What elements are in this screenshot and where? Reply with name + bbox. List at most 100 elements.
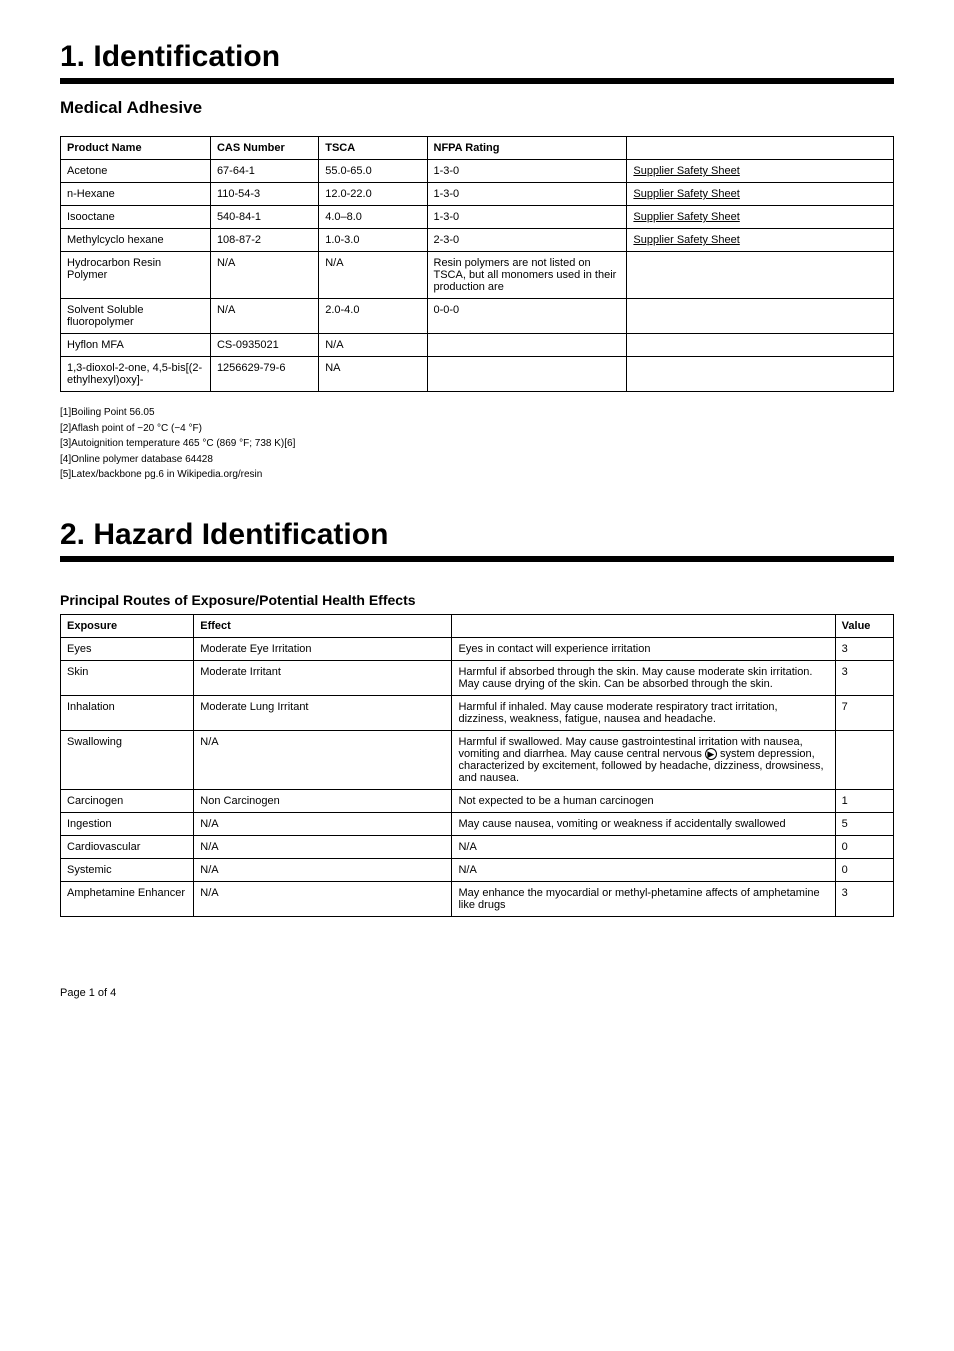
ingredients-table: Product Name CAS Number TSCA NFPA Rating… bbox=[60, 136, 894, 392]
table-cell: n-Hexane bbox=[61, 183, 211, 206]
supplier-safety-sheet-link[interactable]: Supplier Safety Sheet bbox=[633, 211, 739, 223]
table-cell: Amphetamine Enhancer bbox=[61, 881, 194, 916]
table-cell: Supplier Safety Sheet bbox=[627, 229, 894, 252]
table-cell: Isooctane bbox=[61, 206, 211, 229]
table-row: SwallowingN/AHarmful if swallowed. May c… bbox=[61, 730, 894, 789]
play-icon: ▶ bbox=[705, 748, 717, 760]
table-cell: N/A bbox=[319, 334, 427, 357]
table-cell: 2-3-0 bbox=[427, 229, 627, 252]
table-row: n-Hexane110-54-312.0-22.01-3-0Supplier S… bbox=[61, 183, 894, 206]
col-cas-number: CAS Number bbox=[210, 137, 318, 160]
table-cell: 1,3-dioxol-2-one, 4,5-bis[(2-ethylhexyl)… bbox=[61, 357, 211, 392]
table-row: Isooctane540-84-14.0–8.01-3-0 Supplier Sa… bbox=[61, 206, 894, 229]
section-1-heading: 1. Identification bbox=[60, 40, 894, 74]
col-tsca: TSCA bbox=[319, 137, 427, 160]
table-cell: Carcinogen bbox=[61, 789, 194, 812]
table-cell: N/A bbox=[452, 858, 835, 881]
table-cell: Resin polymers are not listed on TSCA, b… bbox=[427, 252, 627, 299]
table-row: Acetone67-64-155.0-65.01-3-0Supplier Saf… bbox=[61, 160, 894, 183]
table-cell: Swallowing bbox=[61, 730, 194, 789]
supplier-safety-sheet-link[interactable]: Supplier Safety Sheet bbox=[633, 188, 739, 200]
table-header-row: Product Name CAS Number TSCA NFPA Rating bbox=[61, 137, 894, 160]
table-cell: 0 bbox=[835, 858, 893, 881]
col-nfpa: NFPA Rating bbox=[427, 137, 627, 160]
table-cell: 5 bbox=[835, 812, 893, 835]
table-cell: N/A bbox=[210, 299, 318, 334]
table-cell: Harmful if swallowed. May cause gastroin… bbox=[452, 730, 835, 789]
footnote: [2]Aflash point of −20 °C (−4 °F) bbox=[60, 422, 894, 436]
table-cell: 55.0-65.0 bbox=[319, 160, 427, 183]
table-row: SystemicN/AN/A0 bbox=[61, 858, 894, 881]
section-1-subtitle: Medical Adhesive bbox=[60, 98, 894, 118]
table-cell: Not expected to be a human carcinogen bbox=[452, 789, 835, 812]
table-cell: Acetone bbox=[61, 160, 211, 183]
table-cell: 1256629-79-6 bbox=[210, 357, 318, 392]
section-2-subtitle: Principal Routes of Exposure/Potential H… bbox=[60, 592, 894, 608]
table-cell: CS-0935021 bbox=[210, 334, 318, 357]
table-cell: 12.0-22.0 bbox=[319, 183, 427, 206]
table-row: Solvent Soluble fluoropolymerN/A2.0-4.00… bbox=[61, 299, 894, 334]
col-product-name: Product Name bbox=[61, 137, 211, 160]
table-cell: 4.0–8.0 bbox=[319, 206, 427, 229]
hazard-table: Exposure Effect Value EyesModerate Eye I… bbox=[60, 614, 894, 917]
table-cell bbox=[627, 357, 894, 392]
table-cell: May cause nausea, vomiting or weakness i… bbox=[452, 812, 835, 835]
table-cell: Eyes in contact will experience irritati… bbox=[452, 637, 835, 660]
table-header-row: Exposure Effect Value bbox=[61, 614, 894, 637]
table-cell: 1.0-3.0 bbox=[319, 229, 427, 252]
section-2-heading: 2. Hazard Identification bbox=[60, 518, 894, 552]
table-row: Amphetamine EnhancerN/AMay enhance the m… bbox=[61, 881, 894, 916]
table-row: InhalationModerate Lung IrritantHarmful … bbox=[61, 695, 894, 730]
table-cell: 0-0-0 bbox=[427, 299, 627, 334]
footnote: [1]Boiling Point 56.05 bbox=[60, 406, 894, 420]
footnote: [4]Online polymer database 64428 bbox=[60, 453, 894, 467]
col-desc bbox=[452, 614, 835, 637]
table-cell: Supplier Safety Sheet bbox=[627, 160, 894, 183]
table-cell: Eyes bbox=[61, 637, 194, 660]
table-cell: N/A bbox=[319, 252, 427, 299]
table-row: CarcinogenNon CarcinogenNot expected to … bbox=[61, 789, 894, 812]
table-cell: Hydrocarbon Resin Polymer bbox=[61, 252, 211, 299]
table-cell: 0 bbox=[835, 835, 893, 858]
table-cell: 3 bbox=[835, 637, 893, 660]
table-cell: Moderate Irritant bbox=[194, 660, 452, 695]
table-cell: N/A bbox=[194, 730, 452, 789]
section-1-rule bbox=[60, 78, 894, 84]
table-cell: Methylcyclo hexane bbox=[61, 229, 211, 252]
table-cell: Systemic bbox=[61, 858, 194, 881]
table-cell: Ingestion bbox=[61, 812, 194, 835]
supplier-safety-sheet-link[interactable]: Supplier Safety Sheet bbox=[633, 165, 739, 177]
table-cell: N/A bbox=[194, 835, 452, 858]
table-cell: 108-87-2 bbox=[210, 229, 318, 252]
table-cell: 1-3-0 bbox=[427, 206, 627, 229]
footnote: [3]Autoignition temperature 465 °C (869 … bbox=[60, 437, 894, 451]
table-cell bbox=[627, 334, 894, 357]
table-cell: Hyflon MFA bbox=[61, 334, 211, 357]
table-cell: Inhalation bbox=[61, 695, 194, 730]
table-cell: NA bbox=[319, 357, 427, 392]
table-cell: Skin bbox=[61, 660, 194, 695]
col-exposure: Exposure bbox=[61, 614, 194, 637]
table-cell: 3 bbox=[835, 660, 893, 695]
page-number: Page 1 of 4 bbox=[60, 987, 894, 999]
table-cell: Non Carcinogen bbox=[194, 789, 452, 812]
table-row: 1,3-dioxol-2-one, 4,5-bis[(2-ethylhexyl)… bbox=[61, 357, 894, 392]
table-cell bbox=[835, 730, 893, 789]
table-cell: 540-84-1 bbox=[210, 206, 318, 229]
table-row: Hydrocarbon Resin PolymerN/AN/AResin pol… bbox=[61, 252, 894, 299]
table-cell: 2.0-4.0 bbox=[319, 299, 427, 334]
table-cell: 1-3-0 bbox=[427, 160, 627, 183]
table-cell: Moderate Eye Irritation bbox=[194, 637, 452, 660]
table-cell: Harmful if inhaled. May cause moderate r… bbox=[452, 695, 835, 730]
table-row: IngestionN/AMay cause nausea, vomiting o… bbox=[61, 812, 894, 835]
table-cell: N/A bbox=[452, 835, 835, 858]
table-cell: 7 bbox=[835, 695, 893, 730]
table-row: SkinModerate IrritantHarmful if absorbed… bbox=[61, 660, 894, 695]
supplier-safety-sheet-link[interactable]: Supplier Safety Sheet bbox=[633, 234, 739, 246]
table-cell bbox=[627, 299, 894, 334]
table-cell bbox=[627, 252, 894, 299]
table-row: EyesModerate Eye IrritationEyes in conta… bbox=[61, 637, 894, 660]
table-row: CardiovascularN/AN/A0 bbox=[61, 835, 894, 858]
table-cell: N/A bbox=[194, 881, 452, 916]
table-row: Methylcyclo hexane108-87-21.0-3.02-3-0 Su… bbox=[61, 229, 894, 252]
